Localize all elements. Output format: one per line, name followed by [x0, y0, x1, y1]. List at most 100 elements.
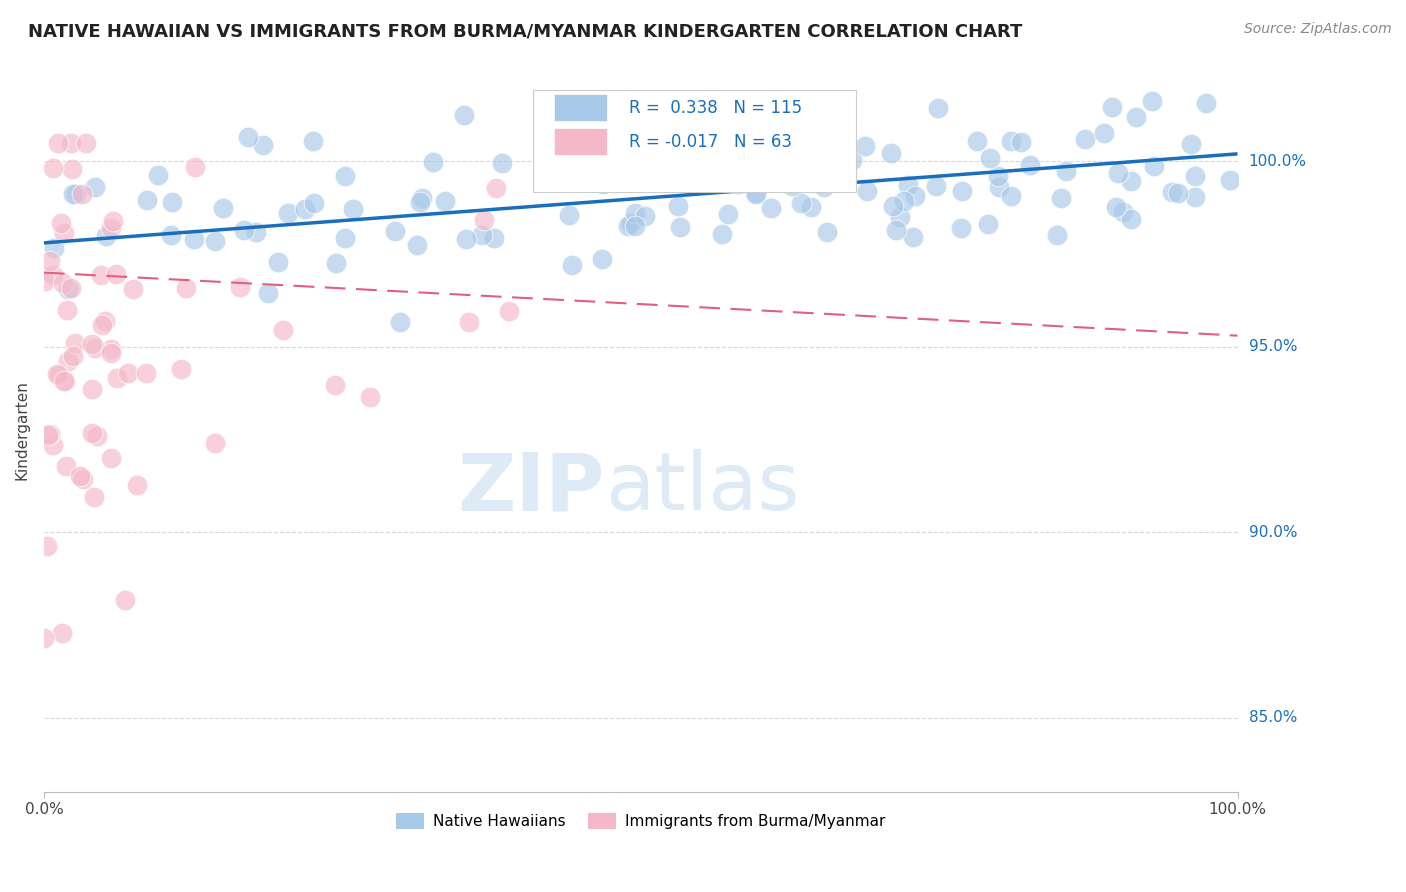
Point: [457, 315, 479, 329]
Point: [491, 156, 513, 170]
Point: [359, 390, 381, 404]
Point: [86, 428, 108, 442]
Point: [1000, 134, 1022, 148]
Y-axis label: Kindergarten: Kindergarten: [15, 380, 30, 480]
Point: [100, 343, 122, 357]
Point: [810, 116, 832, 130]
Point: [183, 232, 205, 246]
Point: [323, 378, 346, 392]
Point: [62, 187, 84, 202]
Point: [32, 632, 55, 646]
Point: [80, 382, 103, 396]
Point: [65, 187, 87, 202]
Point: [855, 184, 877, 198]
Point: [91, 318, 114, 332]
Point: [65, 336, 87, 351]
Point: [148, 168, 170, 182]
Point: [711, 227, 734, 242]
Point: [389, 315, 412, 329]
Point: [1074, 132, 1097, 146]
Point: [342, 202, 364, 216]
Point: [41, 161, 63, 176]
Point: [411, 191, 433, 205]
Point: [72, 472, 94, 486]
Text: 100.0%: 100.0%: [1249, 153, 1306, 169]
Point: [304, 196, 326, 211]
Point: [59, 136, 82, 150]
Point: [105, 371, 128, 385]
Point: [880, 146, 903, 161]
Point: [49, 216, 72, 230]
Point: [1140, 94, 1163, 108]
Point: [1167, 186, 1189, 200]
Point: [94, 314, 117, 328]
Point: [498, 304, 520, 318]
Point: [1000, 188, 1022, 202]
Point: [48, 136, 70, 150]
Point: [41, 437, 63, 451]
Point: [484, 231, 506, 245]
Point: [790, 196, 813, 211]
Point: [62, 349, 84, 363]
Point: [160, 227, 183, 242]
Point: [184, 160, 207, 174]
Point: [335, 169, 357, 184]
Point: [1107, 166, 1129, 180]
Point: [422, 154, 444, 169]
Point: [266, 254, 288, 268]
Point: [83, 491, 105, 505]
Point: [950, 184, 973, 198]
Point: [406, 237, 429, 252]
Point: [927, 101, 949, 115]
Point: [302, 134, 325, 148]
Point: [815, 225, 838, 239]
Point: [204, 234, 226, 248]
Point: [782, 179, 804, 194]
Point: [34, 274, 56, 288]
Point: [1054, 164, 1077, 178]
Point: [100, 220, 122, 235]
Point: [170, 361, 193, 376]
Point: [624, 219, 647, 233]
Point: [987, 169, 1010, 183]
Point: [1119, 212, 1142, 227]
Point: [666, 198, 689, 212]
Point: [56, 354, 79, 368]
Point: [83, 341, 105, 355]
Point: [409, 195, 432, 210]
Point: [114, 593, 136, 607]
Point: [41, 268, 63, 282]
Point: [127, 478, 149, 492]
Point: [841, 153, 863, 168]
Point: [904, 189, 927, 203]
Point: [1092, 126, 1115, 140]
Point: [245, 225, 267, 239]
Point: [977, 217, 1000, 231]
Point: [813, 138, 835, 153]
Point: [648, 151, 671, 165]
FancyBboxPatch shape: [533, 90, 856, 192]
Point: [1010, 136, 1032, 150]
Point: [979, 151, 1001, 165]
Point: [592, 177, 614, 191]
Point: [988, 179, 1011, 194]
Text: NATIVE HAWAIIAN VS IMMIGRANTS FROM BURMA/MYANMAR KINDERGARTEN CORRELATION CHART: NATIVE HAWAIIAN VS IMMIGRANTS FROM BURMA…: [28, 22, 1022, 40]
Point: [55, 458, 77, 473]
Point: [454, 232, 477, 246]
Point: [229, 280, 252, 294]
Point: [485, 181, 508, 195]
Point: [745, 186, 768, 201]
Point: [48, 368, 70, 382]
Point: [886, 223, 908, 237]
Point: [212, 201, 235, 215]
Point: [727, 178, 749, 192]
Point: [58, 283, 80, 297]
Point: [100, 450, 122, 465]
Point: [1194, 95, 1216, 110]
Point: [39, 426, 62, 441]
Legend: Native Hawaiians, Immigrants from Burma/Myanmar: Native Hawaiians, Immigrants from Burma/…: [389, 806, 891, 835]
Point: [882, 199, 904, 213]
Text: 90.0%: 90.0%: [1249, 524, 1298, 540]
Point: [335, 231, 357, 245]
Point: [669, 220, 692, 235]
